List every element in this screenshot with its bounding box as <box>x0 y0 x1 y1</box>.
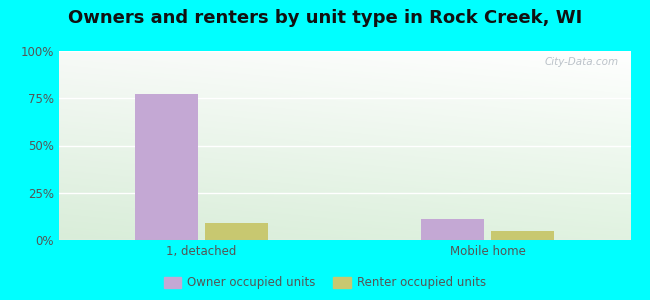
Bar <box>421 219 484 240</box>
Bar <box>135 94 198 240</box>
Bar <box>205 223 268 240</box>
Text: City-Data.com: City-Data.com <box>545 57 619 67</box>
Text: Owners and renters by unit type in Rock Creek, WI: Owners and renters by unit type in Rock … <box>68 9 582 27</box>
Legend: Owner occupied units, Renter occupied units: Owner occupied units, Renter occupied un… <box>159 272 491 294</box>
Bar <box>491 230 554 240</box>
